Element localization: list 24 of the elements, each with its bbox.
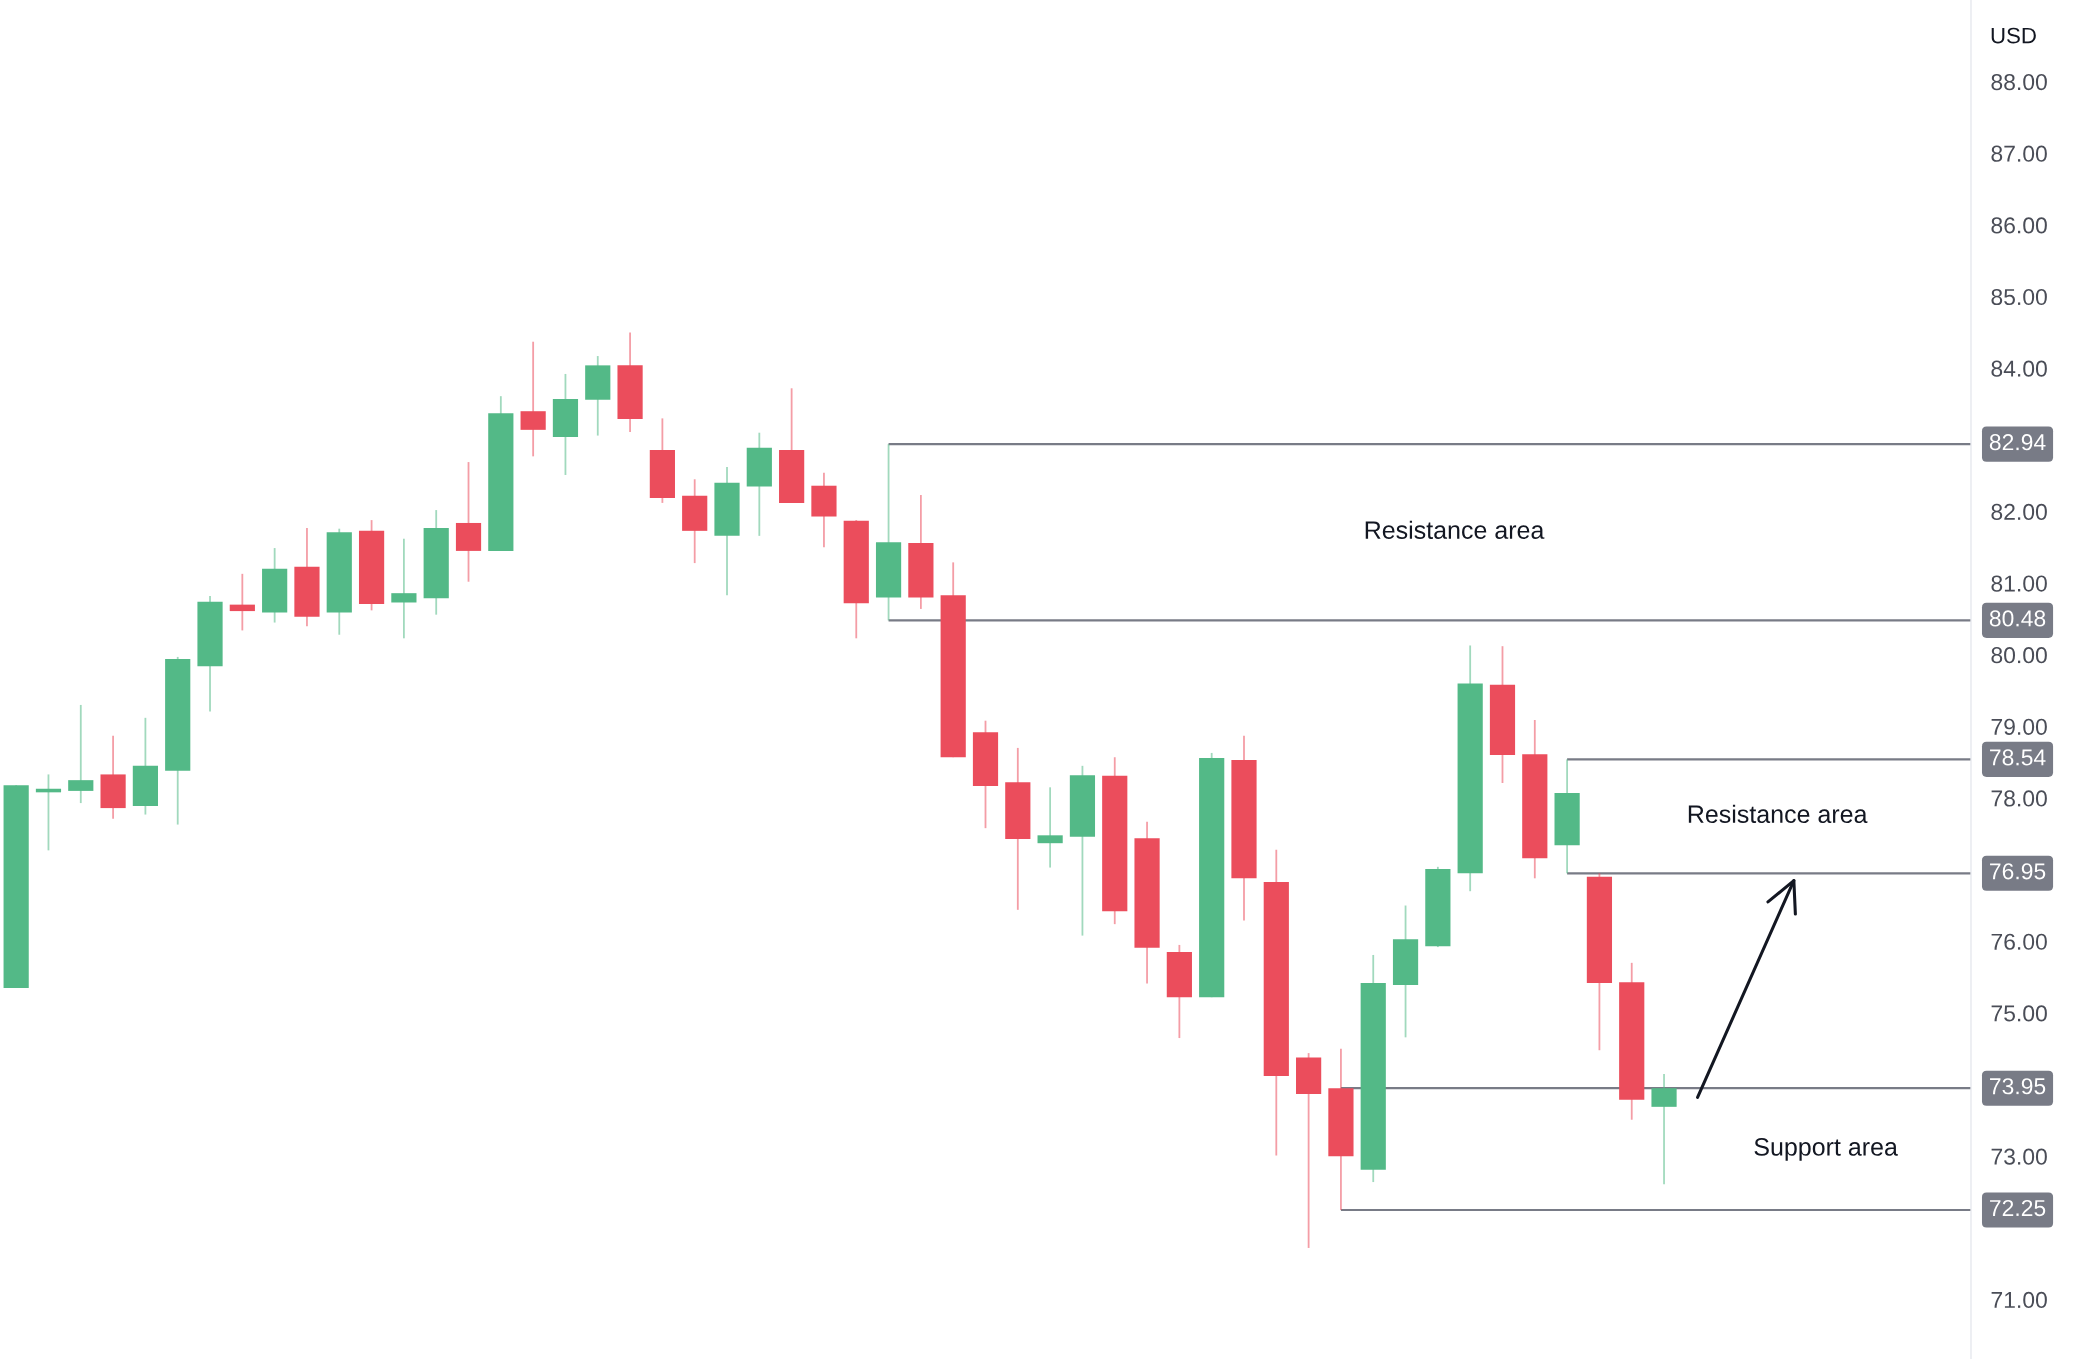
ref-line-label: 80.48 (1989, 610, 2046, 627)
y-tick-label: 82.00 (1991, 503, 2047, 521)
ref-line-label: 78.54 (1990, 749, 2046, 766)
y-tick-label: 86.00 (1991, 217, 2047, 234)
y-tick-label: 81.00 (1991, 575, 2047, 592)
y-tick-label: 73.00 (1991, 1148, 2047, 1165)
ref-line-label: 72.25 (1990, 1199, 2046, 1217)
ref-line-label: 76.95 (1990, 863, 2046, 880)
y-tick-label: 75.00 (1991, 1005, 2047, 1022)
ref-line-label: 82.94 (1989, 434, 2046, 451)
y-tick-label: 85.00 (1991, 288, 2047, 306)
y-tick-label: 84.00 (1991, 360, 2047, 377)
ref-line-label: 73.95 (1990, 1078, 2046, 1095)
y-tick-label: 79.00 (1991, 718, 2047, 735)
y-tick-label: 80.00 (1991, 647, 2047, 664)
y-tick-label: 87.00 (1991, 145, 2047, 162)
annotation: Support area (1754, 1138, 1898, 1161)
y-tick-label: 88.00 (1991, 73, 2047, 91)
y-tick-label: 78.00 (1991, 790, 2047, 807)
text: USD (1991, 27, 2036, 44)
annotation: Resistance area (1365, 520, 1545, 539)
y-tick-label: 71.00 (1991, 1291, 2047, 1309)
y-tick-label: 76.00 (1991, 933, 2047, 950)
annotation: Resistance area (1688, 804, 1868, 824)
